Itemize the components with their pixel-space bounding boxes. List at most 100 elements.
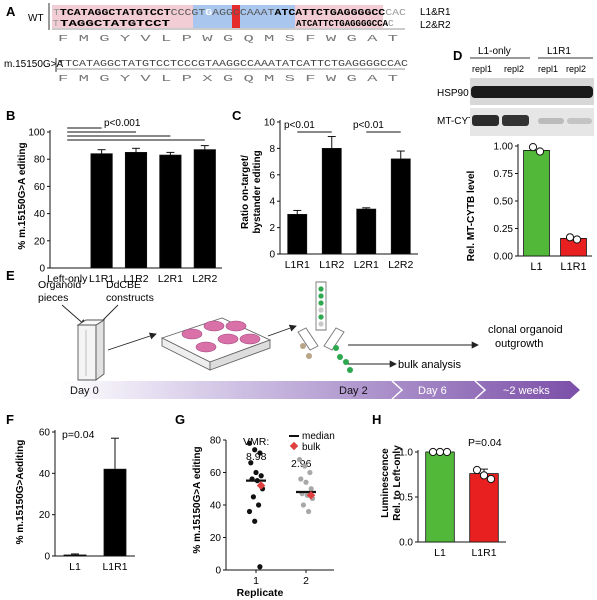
right-talen-highlight <box>295 5 383 28</box>
panel-e-label: E <box>6 268 15 283</box>
x-tick-label: L1R1 <box>285 259 310 271</box>
blot-lane3: repl1 <box>538 64 558 74</box>
x-tick-label: L1R2 <box>123 273 148 285</box>
data-point <box>298 476 304 482</box>
data-point <box>572 235 582 244</box>
wt-seq2-left: TAGGCTATGTCCT <box>60 18 170 29</box>
x-tick-label: L1R1 <box>102 561 127 573</box>
wt-seq1-blue2: AGGCCAAAT <box>212 7 275 18</box>
bar <box>90 153 113 269</box>
vmr-label: VMR: <box>243 436 269 448</box>
y-tick-label: 2 <box>269 223 275 234</box>
timeline: Day 0 Day 2 Day 6 ~2 weeks <box>60 380 580 400</box>
data-point <box>258 473 264 479</box>
x-tick-label: 1 <box>253 575 259 587</box>
bar <box>124 151 148 269</box>
x-tick-label: L1R1 <box>560 261 586 273</box>
wt-seq2-pre: T <box>53 18 59 29</box>
bar <box>193 149 216 269</box>
bar <box>159 154 182 269</box>
data-point <box>435 447 445 457</box>
panel-a-label: A <box>6 4 16 19</box>
x-tick-label: L2R2 <box>388 259 413 271</box>
chart-d-ylabel: Rel. MT-CYTB level <box>466 170 477 261</box>
blot-cytb-band-3 <box>538 118 564 124</box>
y-tick-label: 8 <box>269 144 275 155</box>
x-tick-label: L2R1 <box>158 273 183 285</box>
wt-aa-line: F M G Y V L P W G Q M S F W G A T <box>58 34 399 44</box>
wt-seq2-right: ATCATTCTGAGGGGCCA <box>296 18 388 29</box>
wt-label: WT <box>28 13 44 24</box>
data-point <box>307 469 313 476</box>
y-tick-label: 20 <box>34 236 46 247</box>
panel-f-label: F <box>6 412 14 427</box>
data-point <box>472 465 482 475</box>
data-point <box>308 486 314 492</box>
y-tick-label: 40 <box>210 501 222 512</box>
left-talen-highlight <box>52 5 194 28</box>
chart-f-sig: p=0.04 <box>62 429 95 441</box>
x-tick-label: L1R2 <box>319 259 344 271</box>
wt-seq1-blue1: CCCGT <box>171 7 206 18</box>
chart-g-legend: median bulk <box>289 431 335 453</box>
bulk-analysis-label: bulk analysis <box>398 359 461 371</box>
data-point <box>257 564 263 570</box>
y-tick-label: 0.25 <box>494 224 514 235</box>
blot-row1-label: HSP90 <box>437 88 469 99</box>
timeline-bar <box>60 381 580 399</box>
data-point <box>252 518 258 524</box>
data-point <box>253 469 259 476</box>
chart-g-ylabel: % m.15150G>A editing <box>192 446 203 553</box>
chart-g-plot: 0 20 40 60 80 1 2 <box>210 436 334 587</box>
timeline-2weeks: ~2 weeks <box>503 385 550 397</box>
chart-f-ylabel: % m.15150G>Aediting <box>15 440 26 545</box>
data-point <box>479 471 489 480</box>
chart-d: Rel. MT-CYTB level 0.00 0.25 0.50 0.75 1.00 L… <box>466 142 592 273</box>
wt-seq1-pre: T <box>53 7 60 18</box>
plate-to-sort-arrow <box>267 324 297 337</box>
data-point <box>535 147 545 156</box>
data-point <box>257 450 263 456</box>
data-point <box>250 494 256 500</box>
chart-c-plot: 0 2 4 6 8 10 L1R1 L1R2 L2R1 L2R2 <box>264 118 418 271</box>
wt-seq-line2: TTAGGCTATGTCCT ATCATTCTGAGGGGCCAC <box>53 18 394 29</box>
y-tick-label: 80 <box>210 436 222 447</box>
timeline-day0: Day 0 <box>70 385 99 397</box>
chart-c-ylabel-1: Ratio on-target/ <box>240 155 251 229</box>
y-tick-label: 0.5 <box>399 493 413 504</box>
data-point <box>442 447 452 457</box>
mut-label: m.15150G>A <box>4 59 64 70</box>
data-point <box>296 456 303 463</box>
x-tick-label: L1 <box>434 547 446 559</box>
chart-d-plot: 0.00 0.25 0.50 0.75 1.00 L1 L1R1 <box>494 142 592 273</box>
legend-median-label: median <box>302 431 335 442</box>
bar <box>390 158 411 255</box>
cuvette-to-plate-arrow <box>107 332 157 351</box>
organoid-pieces-label-2: pieces <box>38 292 68 304</box>
y-tick-label: 20 <box>39 510 51 521</box>
data-point <box>302 463 308 469</box>
blot-group1: L1-only <box>478 46 511 57</box>
x-tick-label: L2R2 <box>192 273 217 285</box>
tag-l2r2: L2&R2 <box>420 20 451 31</box>
timeline-chevron-2 <box>474 380 487 400</box>
bulk-marker <box>306 491 316 500</box>
blot-hsp90-band <box>471 86 593 98</box>
y-tick-label: 80 <box>34 155 46 166</box>
y-tick-label: 1.00 <box>494 142 514 153</box>
data-point <box>528 143 538 152</box>
x-tick-label: Left-only <box>47 273 88 285</box>
y-tick-label: 0 <box>269 250 275 261</box>
chart-h-ylabel-1: Luminescence <box>380 448 391 518</box>
timeline-chevron-1 <box>391 380 404 400</box>
bar <box>523 149 550 257</box>
y-tick-label: 60 <box>39 428 51 439</box>
blot-lane4: repl2 <box>566 64 586 74</box>
blot-cytb-band-1 <box>472 115 499 126</box>
bar <box>321 147 342 255</box>
y-tick-label: 0.0 <box>399 538 413 549</box>
y-tick-label: 60 <box>210 468 222 479</box>
y-tick-label: 100 <box>28 128 45 139</box>
chart-c-sig-1: p<0.01 <box>284 120 315 131</box>
tag-l1r1: L1&R1 <box>420 7 451 18</box>
